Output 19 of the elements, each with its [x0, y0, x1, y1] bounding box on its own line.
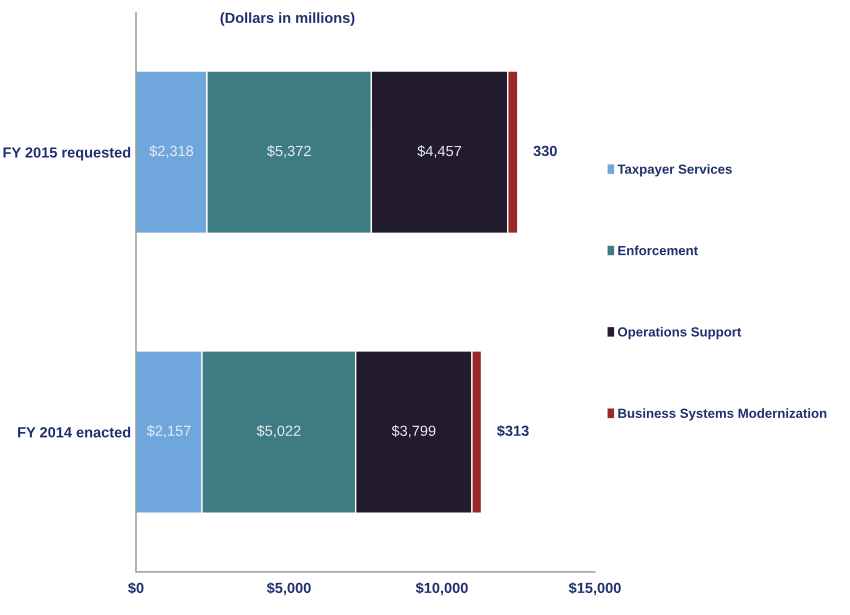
data-label: 330 — [533, 146, 557, 156]
legend-label: Operations Support — [618, 326, 742, 340]
data-label: $4,457 — [417, 145, 462, 158]
x-tick-label: $15,000 — [568, 582, 621, 596]
legend-label: Enforcement — [618, 246, 698, 256]
data-label: $5,372 — [266, 145, 311, 158]
data-label: $5,022 — [256, 425, 300, 438]
data-label: $2,157 — [146, 425, 191, 438]
x-tick-label: $0 — [128, 582, 144, 594]
chart-title: (Dollars in millions) — [220, 12, 354, 26]
y-tick-label: FY 2014 enacted — [18, 426, 130, 438]
data-label: $313 — [496, 424, 529, 437]
data-label: $3,799 — [392, 425, 436, 438]
y-tick-label: FY 2015 requested — [4, 146, 130, 161]
legend-label: Business Systems Modernization — [618, 408, 826, 421]
data-label: $2,318 — [149, 145, 194, 158]
x-tick-label: $5,000 — [266, 582, 311, 596]
x-tick-label: $10,000 — [416, 582, 468, 596]
legend-label: Taxpayer Services — [618, 164, 732, 176]
